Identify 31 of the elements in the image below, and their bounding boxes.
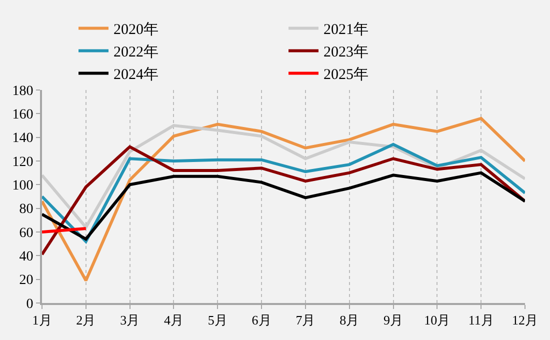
legend-label: 2023年 (324, 44, 368, 61)
line-series (42, 171, 525, 241)
line-series (42, 124, 525, 229)
legend-label: 2020年 (114, 21, 158, 38)
y-tick-label: 40 (19, 250, 34, 265)
y-tick-label: 100 (12, 178, 34, 194)
x-tick-label: 10月 (424, 312, 450, 328)
x-tick-label: 2月 (76, 312, 96, 328)
y-tick-label: 60 (19, 226, 34, 241)
legend-label: 2024年 (114, 66, 158, 84)
y-tick-label: 180 (12, 84, 34, 99)
x-tick-label: 1月 (32, 312, 52, 328)
x-tick-label: 7月 (296, 312, 316, 328)
x-tick-label: 6月 (252, 312, 272, 328)
y-tick-label: 140 (12, 131, 34, 146)
y-tick-label: 160 (12, 108, 34, 123)
y-tick-label: 0 (26, 296, 34, 312)
legend-label: 2022年 (114, 44, 158, 61)
x-tick-label: 3月 (120, 312, 140, 328)
x-tick-label: 9月 (384, 312, 404, 328)
x-tick-label: 11月 (468, 312, 494, 328)
y-tick-label: 120 (12, 154, 34, 170)
legend-label: 2025年 (324, 66, 368, 84)
x-tick-label: 12月 (512, 312, 538, 328)
x-tick-label: 8月 (340, 312, 360, 328)
legend-label: 2021年 (324, 21, 368, 38)
x-tick-label: 5月 (208, 312, 228, 328)
y-tick-label: 80 (19, 202, 34, 218)
line-series (42, 116, 525, 282)
x-tick-label: 4月 (164, 312, 184, 328)
y-tick-label: 20 (19, 273, 34, 288)
